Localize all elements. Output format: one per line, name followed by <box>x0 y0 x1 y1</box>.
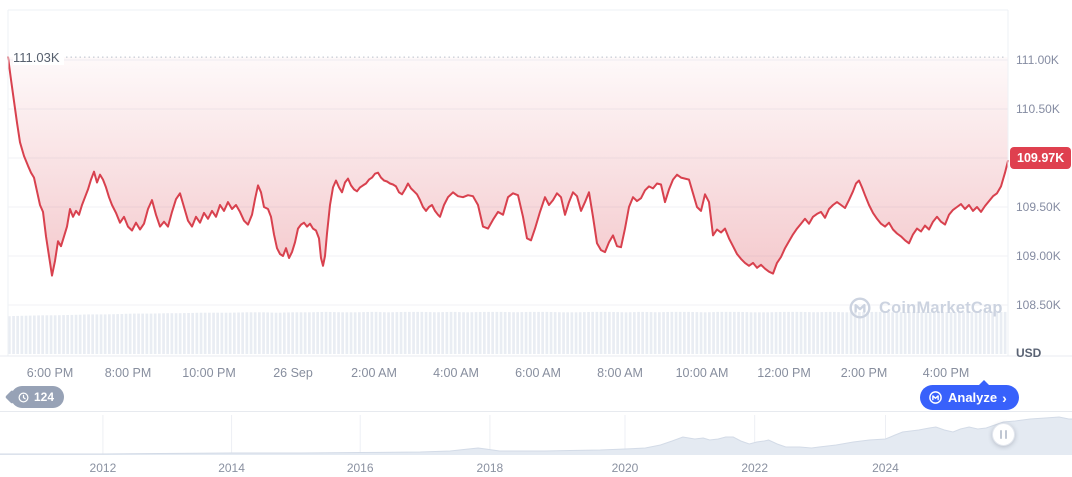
year-axis-tick: 2012 <box>89 461 117 475</box>
open-price-label: 111.03K <box>13 50 64 65</box>
x-axis-tick: 6:00 AM <box>515 366 561 380</box>
analyze-label: Analyze <box>948 390 998 405</box>
coinmarketcap-logo-icon <box>928 390 943 405</box>
x-axis-tick: 2:00 AM <box>351 366 397 380</box>
history-clock-icon <box>17 391 30 404</box>
price-chart-canvas[interactable] <box>0 0 1072 358</box>
x-axis-tick: 10:00 AM <box>675 366 729 380</box>
x-axis-tick: 2:00 PM <box>840 366 888 380</box>
current-price-badge: 109.97K <box>1010 147 1072 169</box>
price-chart[interactable]: 111.03K 111.00K 110.50K 109.50K 109.00K 108.… <box>0 0 1072 360</box>
navigator-drag-handle[interactable] <box>992 423 1015 446</box>
x-axis: 6:00 PM 8:00 PM 10:00 PM 26 Sep 2:00 AM 4:00 … <box>0 363 1072 381</box>
y-axis-tick: 108.50K <box>1016 298 1061 312</box>
x-axis-tick: 8:00 PM <box>104 366 152 380</box>
x-axis-tick: 12:00 PM <box>757 366 811 380</box>
year-axis-tick: 2018 <box>476 461 504 475</box>
x-axis-tick: 26 Sep <box>273 366 313 380</box>
year-axis-tick: 2016 <box>346 461 374 475</box>
y-axis-tick: 110.50K <box>1016 102 1060 116</box>
drag-grip-icon <box>1000 430 1002 439</box>
y-axis-tick: 109.50K <box>1016 200 1061 214</box>
chevron-right-icon: › <box>1002 389 1007 406</box>
drag-grip-icon <box>1005 430 1007 439</box>
history-count-badge[interactable]: 124 <box>11 386 65 408</box>
watermark-text: CoinMarketCap <box>879 298 1003 317</box>
year-axis: 2012 2014 2016 2018 2020 2022 2024 <box>0 459 1072 475</box>
year-axis-tick: 2020 <box>611 461 639 475</box>
x-axis-tick: 10:00 PM <box>182 366 236 380</box>
analyze-button[interactable]: Analyze › <box>920 380 1019 410</box>
coinmarketcap-logo-icon <box>848 296 872 320</box>
currency-label: USD <box>1016 346 1042 360</box>
year-axis-tick: 2014 <box>218 461 245 475</box>
history-count: 124 <box>34 390 55 404</box>
y-axis-tick: 111.00K <box>1016 53 1059 67</box>
year-axis-tick: 2022 <box>741 461 769 475</box>
y-axis-tick: 109.00K <box>1016 249 1061 263</box>
timeline-navigator[interactable]: 2012 2014 2016 2018 2020 2022 2024 <box>0 411 1072 477</box>
navigator-canvas[interactable] <box>0 413 1072 457</box>
x-axis-tick: 6:00 PM <box>26 366 74 380</box>
x-axis-tick: 4:00 PM <box>922 366 970 380</box>
x-axis-tick: 4:00 AM <box>433 366 479 380</box>
watermark: CoinMarketCap <box>848 296 1003 320</box>
year-axis-tick: 2024 <box>872 461 899 475</box>
x-axis-tick: 8:00 AM <box>597 366 643 380</box>
